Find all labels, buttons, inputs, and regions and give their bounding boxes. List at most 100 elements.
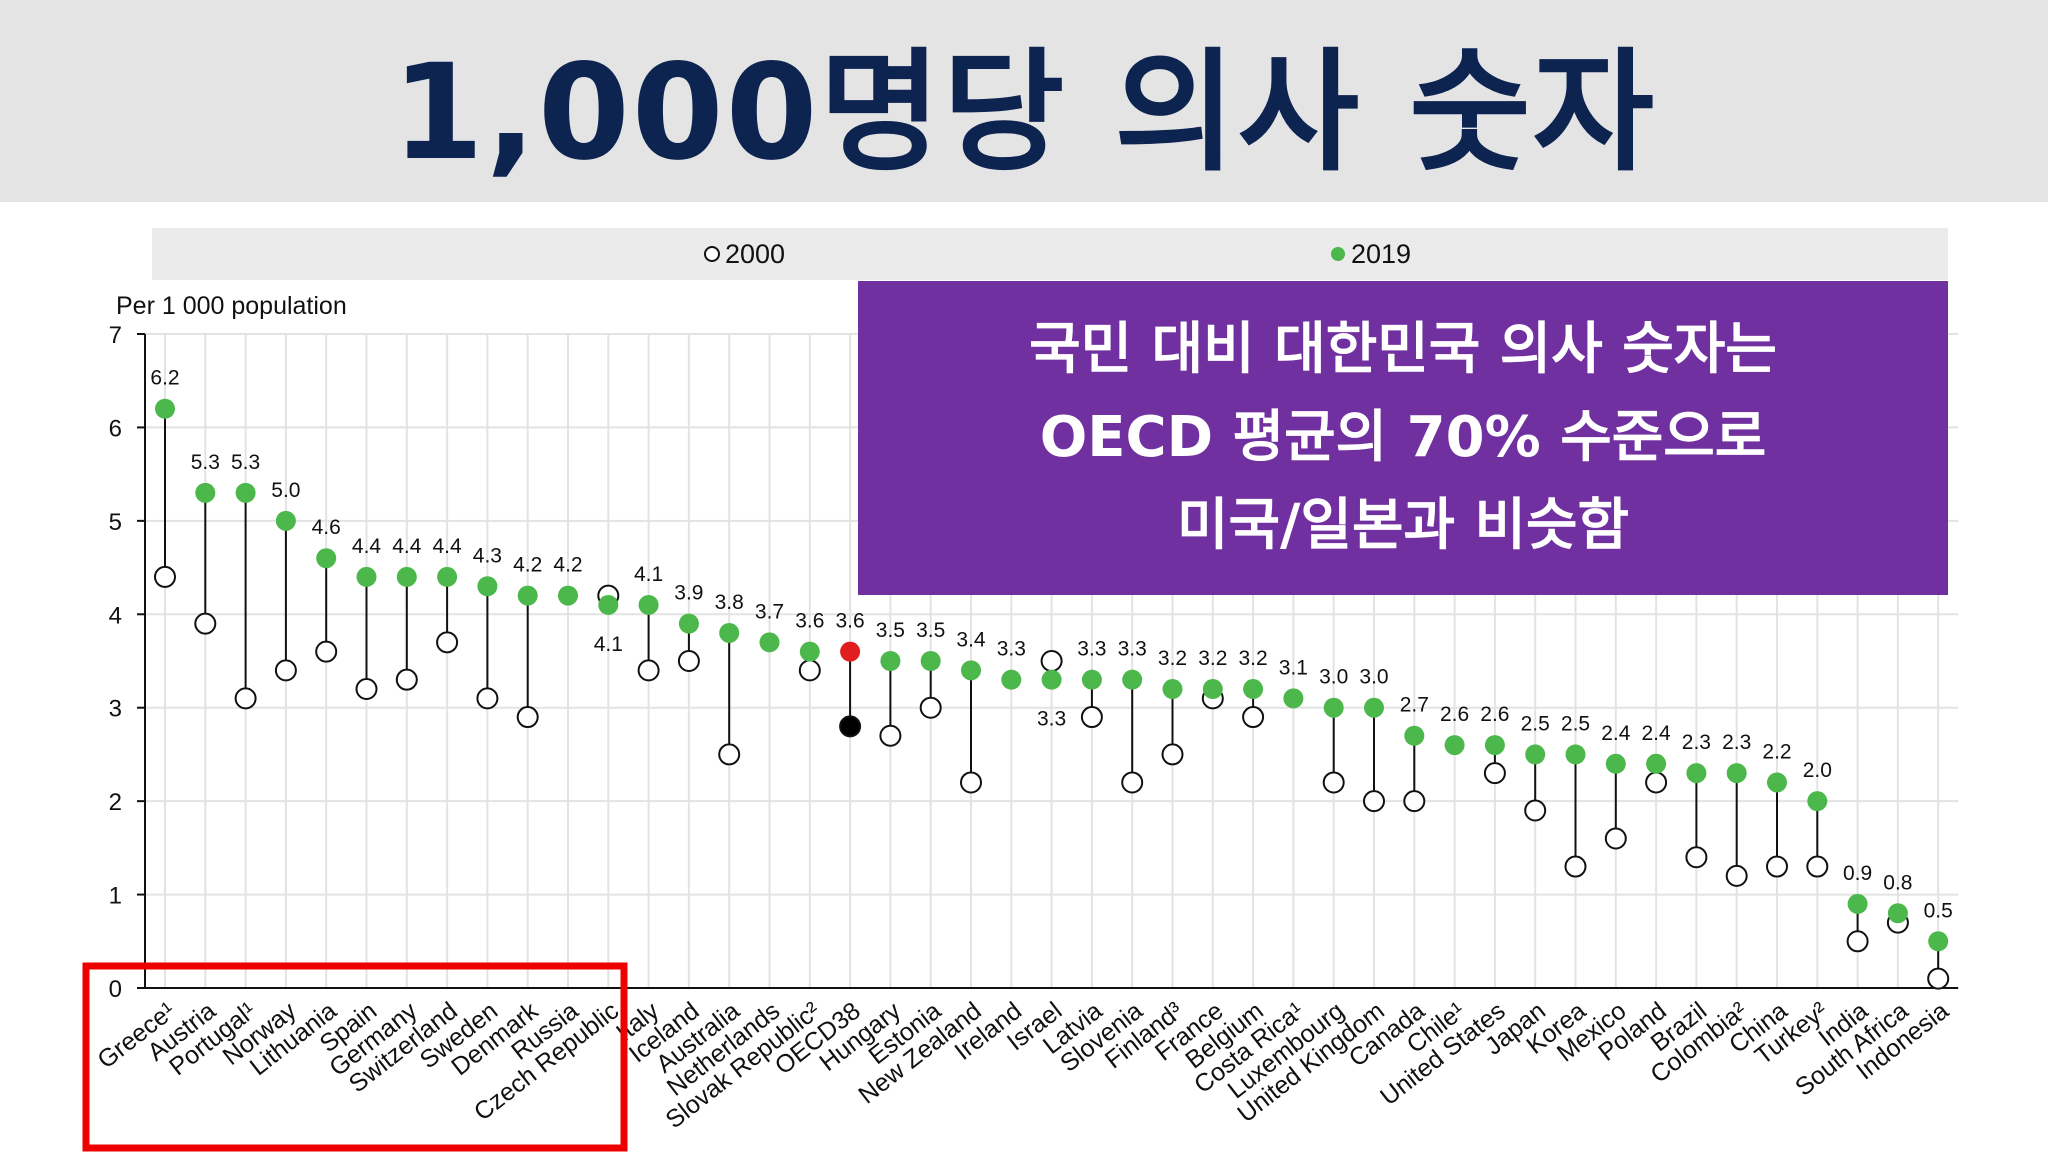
point-2000 [1725, 864, 1748, 887]
y-axis-label: Per 1 000 population [116, 292, 347, 320]
point-2019 [1404, 725, 1425, 746]
legend-label-2000: 2000 [725, 239, 785, 269]
value-label: 0.8 [1883, 871, 1912, 894]
point-2000 [677, 650, 700, 672]
y-axis-ticks: 0 1 2 3 4 5 6 7 [109, 322, 1959, 1003]
point-2000 [1604, 827, 1627, 850]
point-2019 [1726, 763, 1747, 784]
legend-marker-2000 [704, 246, 720, 262]
point-2019 [1202, 679, 1223, 700]
value-label: 2.6 [1480, 703, 1509, 726]
point-2019 [799, 641, 820, 662]
point-2000 [274, 659, 297, 682]
point-2000 [1927, 967, 1950, 990]
value-label: 3.6 [795, 610, 824, 633]
point-2000 [637, 659, 660, 682]
value-label: 2.5 [1521, 712, 1550, 735]
point-2019 [1001, 669, 1022, 690]
point-2000 [1685, 846, 1708, 869]
point-2000 [1766, 855, 1788, 878]
point-2019 [1323, 697, 1344, 718]
value-label: 5.3 [191, 451, 220, 474]
y-tick-label: 5 [109, 509, 122, 536]
point-2019 [195, 482, 216, 503]
point-2019 [1767, 772, 1787, 793]
value-label: 2.3 [1682, 731, 1711, 754]
point-2019 [961, 660, 981, 681]
point-2000 [1846, 930, 1869, 953]
value-label: 3.4 [956, 628, 986, 651]
point-2000 [234, 687, 257, 710]
y-tick-label: 7 [109, 322, 122, 349]
point-2000 [1645, 771, 1668, 794]
value-label: 2.7 [1400, 694, 1429, 717]
series-2000-points [154, 565, 1950, 990]
value-label: 3.5 [876, 619, 905, 642]
point-2000 [1121, 771, 1144, 794]
point-2000 [1040, 650, 1063, 672]
point-2000 [395, 668, 418, 691]
point-2019 [517, 585, 538, 606]
x-axis-labels: Greece¹AustriaPortugal¹NorwayLithuaniaSp… [92, 996, 1954, 1134]
point-2019 [275, 510, 296, 531]
value-label: 3.3 [1077, 638, 1106, 661]
point-2019 [437, 566, 458, 587]
point-2019 [1364, 697, 1384, 718]
value-label: 5.0 [271, 479, 300, 502]
legend-marker-2019 [1331, 247, 1345, 261]
y-tick-label: 3 [109, 696, 122, 723]
y-tick-label: 6 [109, 415, 122, 442]
point-2019 [1243, 679, 1264, 700]
callout-line-3: 미국/일본과 비슷함 [1176, 493, 1630, 558]
point-2019 [1041, 669, 1062, 690]
value-label: 2.4 [1601, 722, 1631, 745]
point-2000 [1322, 771, 1345, 794]
point-2000 [516, 706, 539, 729]
callout-line-2: OECD 평균의 70% 수준으로 [1039, 405, 1767, 470]
point-2000 [1403, 790, 1426, 813]
point-2019 [1686, 763, 1707, 784]
value-label: 4.2 [513, 554, 542, 577]
point-2000 [355, 678, 378, 701]
value-label: 4.4 [392, 535, 422, 558]
point-2000 [798, 659, 821, 682]
y-tick-label: 4 [109, 602, 122, 629]
value-label: 0.5 [1924, 899, 1953, 922]
value-label: 4.4 [432, 535, 462, 558]
point-2019 [1887, 903, 1908, 924]
point-2019 [1928, 931, 1949, 952]
value-label: 3.3 [997, 638, 1026, 661]
value-label: 3.0 [1319, 666, 1348, 689]
point-2019 [638, 594, 659, 615]
value-label: 3.8 [715, 591, 744, 614]
value-label: 2.6 [1440, 703, 1469, 726]
value-label: 4.6 [312, 516, 341, 539]
point-2000 [919, 696, 942, 719]
point-2000 [1524, 799, 1547, 822]
title-banner [0, 0, 2048, 202]
point-2019 [598, 594, 619, 615]
point-2019 [1484, 735, 1505, 756]
point-2019 [719, 622, 740, 643]
point-2019 [880, 651, 901, 671]
y-tick-label: 0 [109, 976, 122, 1003]
point-2000 [1564, 855, 1587, 878]
point-2019 [1444, 735, 1465, 756]
value-label: 2.5 [1561, 712, 1590, 735]
value-label: 6.2 [150, 367, 179, 390]
point-2000 [194, 612, 217, 635]
point-2019 [1162, 679, 1183, 700]
value-label: 3.3 [1118, 638, 1147, 661]
point-2000 [718, 743, 741, 766]
point-2019 [477, 576, 498, 597]
value-label: 3.5 [916, 619, 945, 642]
point-2019 [1605, 753, 1626, 774]
point-2000 [1363, 790, 1385, 813]
value-label: 3.1 [1279, 656, 1308, 679]
point-2000 [1242, 706, 1265, 729]
legend-band [152, 228, 1948, 280]
value-label: 2.0 [1803, 759, 1832, 782]
point-2019 [155, 398, 175, 419]
value-label: 0.9 [1843, 862, 1872, 885]
point-2000 [1080, 706, 1103, 729]
